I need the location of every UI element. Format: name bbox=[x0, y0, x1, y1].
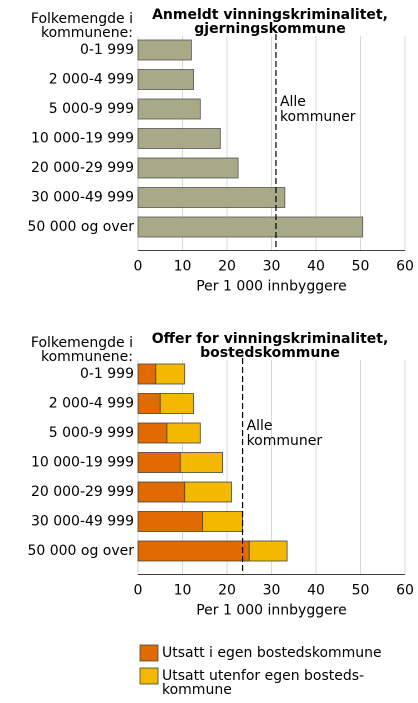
y-tick-label: 30 000-49 999 bbox=[31, 514, 134, 530]
x-tick-label: 50 bbox=[352, 259, 370, 275]
bar-segment bbox=[137, 393, 161, 414]
x-tick-label: 20 bbox=[218, 583, 236, 599]
bar-segment bbox=[184, 481, 232, 503]
x-tick-label: 30 bbox=[263, 259, 281, 275]
bar-segment bbox=[137, 481, 186, 503]
y-tick-label: 5 000-9 999 bbox=[49, 425, 134, 441]
chart-title: Offer for vinningskriminalitet, bostedsk… bbox=[151, 331, 389, 361]
legend-label: Utsatt utenfor egen bosteds-kommune bbox=[162, 668, 365, 698]
bar-segment bbox=[248, 540, 288, 562]
chart-title: Anmeldt vinningskriminalitet, gjerningsk… bbox=[152, 7, 388, 37]
y-tick-label: 5 000-9 999 bbox=[49, 101, 134, 117]
x-axis-label: Per 1 000 innbyggere bbox=[196, 603, 347, 619]
bar-segment bbox=[155, 363, 186, 385]
x-tick-label: 10 bbox=[174, 259, 192, 275]
y-tick-label: 10 000-19 999 bbox=[31, 455, 134, 471]
x-tick-label: 10 bbox=[174, 583, 192, 599]
y-tick-label: 50 000 og over bbox=[27, 219, 134, 235]
bar-segment bbox=[202, 511, 243, 532]
bar-segment bbox=[137, 363, 157, 385]
y-tick-label: 10 000-19 999 bbox=[31, 131, 134, 147]
x-tick-label: 60 bbox=[396, 583, 414, 599]
bar-segment bbox=[159, 393, 195, 414]
y-tick-label: 2 000-4 999 bbox=[49, 396, 134, 412]
y-tick-label: 20 000-29 999 bbox=[31, 484, 134, 500]
legend-label: Utsatt i egen bostedskommune bbox=[162, 645, 382, 661]
bar-segment bbox=[179, 452, 223, 473]
category-header: Folkemengde i kommunene: bbox=[30, 335, 133, 365]
y-tick-label: 20 000-29 999 bbox=[31, 160, 134, 176]
category-header: Folkemengde i kommunene: bbox=[30, 11, 133, 41]
y-tick-label: 0-1 999 bbox=[80, 366, 134, 382]
x-tick-label: 60 bbox=[396, 259, 414, 275]
bar-segment bbox=[166, 422, 201, 444]
bar-segment bbox=[137, 540, 250, 562]
bar bbox=[137, 128, 221, 149]
x-tick-label: 0 bbox=[134, 583, 143, 599]
bar bbox=[137, 69, 195, 90]
x-tick-label: 20 bbox=[218, 259, 236, 275]
y-tick-label: 30 000-49 999 bbox=[31, 190, 134, 206]
x-tick-label: 40 bbox=[307, 583, 325, 599]
bar bbox=[137, 157, 239, 179]
x-tick-label: 40 bbox=[307, 259, 325, 275]
bar-segment bbox=[137, 422, 168, 444]
bar bbox=[137, 39, 192, 61]
bar bbox=[137, 216, 364, 238]
reference-label: Alle kommuner bbox=[279, 94, 356, 125]
bar-segment bbox=[137, 511, 203, 532]
reference-label: Alle kommuner bbox=[246, 418, 323, 449]
x-tick-label: 0 bbox=[134, 259, 143, 275]
legend-swatch bbox=[139, 667, 159, 685]
bar-segment bbox=[137, 452, 181, 473]
legend-swatch bbox=[139, 644, 159, 662]
bar bbox=[137, 187, 286, 208]
x-tick-label: 50 bbox=[352, 583, 370, 599]
y-tick-label: 50 000 og over bbox=[27, 543, 134, 559]
bar bbox=[137, 98, 201, 120]
x-axis-label: Per 1 000 innbyggere bbox=[196, 279, 347, 295]
x-tick-label: 30 bbox=[263, 583, 281, 599]
y-tick-label: 2 000-4 999 bbox=[49, 72, 134, 88]
y-tick-label: 0-1 999 bbox=[80, 42, 134, 58]
